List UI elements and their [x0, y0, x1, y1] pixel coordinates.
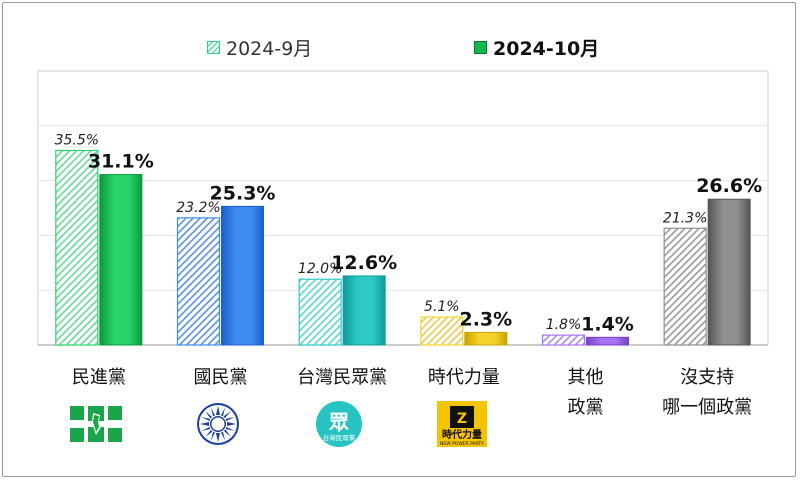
category-label-5: 沒支持 哪一個政黨 — [647, 367, 767, 419]
category-label-line: 政黨 — [567, 397, 604, 418]
category-label-4: 其他 政黨 — [526, 367, 646, 419]
svg-text:Z: Z — [457, 411, 467, 427]
data-label-oct-1: 25.3% — [210, 182, 276, 204]
kmt-sun-icon — [196, 402, 240, 446]
category-label-line: 國民黨 — [193, 367, 248, 388]
bar-sep-5 — [663, 227, 707, 346]
npp-logo-sub-text: NEW POWER PARTY — [440, 441, 484, 447]
category-label-line: 時代力量 — [427, 367, 500, 388]
category-label-1: 國民黨 — [161, 367, 281, 389]
legend-oct: 2024-10月 — [474, 34, 599, 60]
category-label-line: 台灣民眾黨 — [297, 367, 388, 388]
data-label-sep-3: 5.1% — [424, 299, 460, 315]
plot-area — [37, 70, 769, 346]
bar-sep-3 — [420, 316, 464, 346]
bar-sep-2 — [298, 278, 342, 346]
data-label-oct-3: 2.3% — [459, 308, 512, 330]
tpp-logo-sub-text: 台灣民眾黨 — [323, 433, 356, 442]
bar-sep-1 — [176, 217, 221, 346]
legend-label-oct: 2024-10月 — [493, 37, 600, 60]
data-label-sep-4: 1.8% — [546, 317, 582, 333]
data-label-sep-2: 12.0% — [298, 261, 342, 277]
tpp-logo-icon: 眾 台灣民眾黨 — [315, 400, 363, 448]
legend-swatch-oct — [474, 40, 487, 54]
legend-swatch-sep — [207, 40, 220, 54]
category-label-line: 民進黨 — [71, 367, 126, 388]
category-label-2: 台灣民眾黨 — [282, 367, 402, 389]
bar-oct-2 — [342, 275, 386, 346]
data-label-oct-4: 1.4% — [581, 313, 634, 335]
legend-label-sep: 2024-9月 — [226, 37, 313, 60]
data-label-sep-0: 35.5% — [55, 132, 99, 148]
tpp-logo-main-text: 眾 — [328, 410, 349, 434]
data-label-oct-0: 31.1% — [88, 151, 154, 173]
category-label-line: 哪一個政黨 — [662, 397, 753, 418]
category-label-0: 民進黨 — [39, 367, 159, 389]
category-label-line: 沒支持 — [680, 367, 735, 388]
bar-sep-4 — [541, 334, 586, 346]
bar-sep-0 — [55, 149, 99, 346]
data-label-oct-5: 26.6% — [696, 175, 762, 197]
npp-logo-icon: Z 時代力量 NEW POWER PARTY — [437, 401, 487, 447]
data-label-sep-5: 21.3% — [663, 210, 707, 226]
data-label-sep-1: 23.2% — [176, 200, 220, 216]
npp-logo-main-text: 時代力量 — [442, 428, 482, 441]
bar-oct-0 — [99, 174, 143, 346]
bar-oct-1 — [221, 205, 264, 346]
legend-sep: 2024-9月 — [207, 34, 312, 60]
dpp-flag-icon — [69, 405, 123, 443]
bar-oct-5 — [707, 198, 751, 346]
category-label-line: 其他 — [567, 367, 604, 388]
data-label-oct-2: 12.6% — [331, 252, 397, 274]
category-label-3: 時代力量 — [404, 367, 524, 389]
bar-oct-4 — [586, 336, 629, 346]
bar-oct-3 — [464, 331, 508, 346]
